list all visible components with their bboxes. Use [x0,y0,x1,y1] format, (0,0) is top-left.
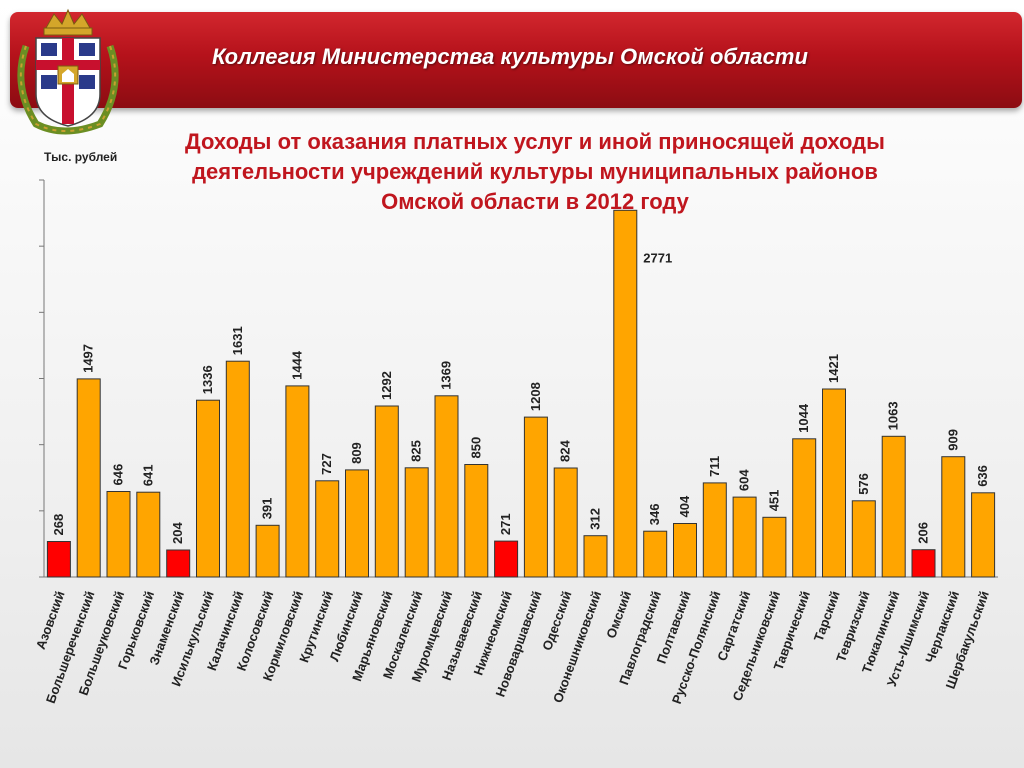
bar [225,360,250,578]
value-label: 1444 [289,350,304,380]
chart-category-labels: АзовскийБольшереченскийБольшеуковскийГор… [33,589,992,706]
bar [464,464,489,578]
bar [613,209,638,578]
value-label: 1292 [379,371,394,400]
bar [46,541,71,578]
category-label: Омский [603,589,634,640]
bar [404,467,429,578]
value-label: 271 [498,513,513,535]
bar [553,467,578,578]
value-label: 1497 [81,344,96,373]
value-label: 2771 [643,250,672,265]
value-label: 346 [647,503,662,525]
bar [971,492,996,578]
value-label: 1336 [200,365,215,394]
bar [792,438,817,578]
value-label: 404 [677,495,692,517]
value-label: 268 [51,514,66,536]
bar [345,469,369,578]
bar [762,516,787,578]
chart-bars [46,209,996,578]
value-label: 206 [916,522,931,544]
value-label: 825 [409,440,424,462]
value-label: 1631 [230,326,245,355]
bar [673,523,697,578]
bar [732,496,757,578]
value-label: 1063 [886,401,901,430]
header-banner [10,12,1022,108]
chart-value-labels: 268 1497 646 641 204 1336 1631 391 1444 727 809 129… [51,250,990,544]
value-label: 636 [975,465,990,487]
value-label: 604 [737,469,752,491]
category-label: Одесский [539,589,574,652]
bar [166,549,191,578]
bar [106,491,131,578]
bar [285,385,310,578]
bar [941,456,966,578]
chart-title: Доходы от оказания платных услуг и иной … [100,127,970,217]
bar [374,405,399,578]
value-label: 451 [766,490,781,512]
chart-title-line-2: деятельности учреждений культуры муницип… [192,159,878,184]
value-label: 909 [945,429,960,451]
bar [881,435,906,578]
chart-title-line-1: Доходы от оказания платных услуг и иной … [185,129,885,154]
bar [315,480,340,578]
value-label: 646 [111,464,126,486]
value-label: 824 [558,440,573,462]
bar [196,399,220,578]
omsk-coat-of-arms-icon [17,8,119,135]
bar [434,395,459,578]
value-label: 711 [707,456,722,477]
value-label: 809 [349,442,364,464]
value-label: 576 [856,473,871,495]
value-label: 1421 [826,354,841,383]
bar [523,416,548,578]
bar [76,378,101,578]
bar [851,500,876,578]
bar [643,530,668,578]
value-label: 641 [140,464,155,486]
header-title: Коллегия Министерства культуры Омской об… [212,44,808,69]
value-label: 1208 [528,382,543,411]
bar [911,549,936,578]
value-label: 850 [468,437,483,459]
category-label: Тарский [811,589,843,643]
y-axis-unit-label: Тыс. рублей [44,150,118,164]
bar [583,535,608,578]
bar [822,388,846,578]
bar [255,524,280,578]
bar [136,491,161,578]
chart-title-line-3: Омской области в 2012 году [381,189,689,214]
value-label: 1044 [796,403,811,433]
value-label: 727 [319,453,334,475]
value-label: 1369 [439,361,454,390]
value-label: 391 [260,498,275,520]
category-label: Азовский [33,589,68,651]
value-label: 312 [588,508,603,530]
value-label: 204 [170,522,185,544]
bar [494,540,519,578]
bar [702,482,727,578]
